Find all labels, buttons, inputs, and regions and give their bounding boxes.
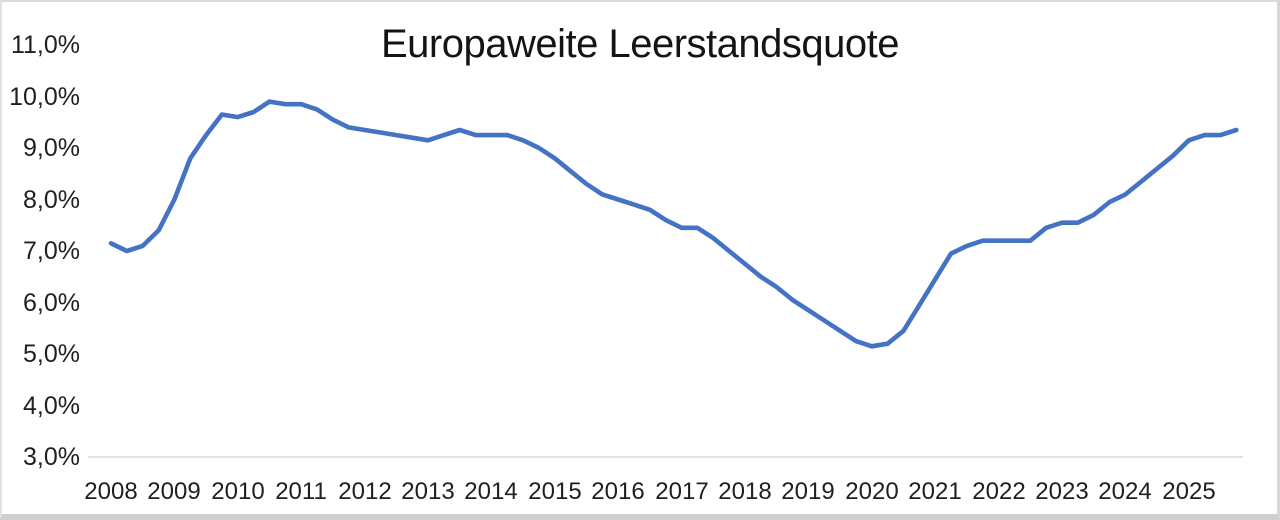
x-axis-label: 2012 [338,478,392,505]
x-axis-label: 2008 [84,478,138,505]
x-axis-label: 2019 [781,478,835,505]
chart-title: Europaweite Leerstandsquote [381,22,899,66]
y-axis-label: 11,0% [10,31,80,59]
x-axis-label: 2014 [464,478,518,505]
y-axis-label: 10,0% [9,83,80,111]
x-axis-label: 2025 [1162,478,1216,505]
x-axis-label: 2009 [147,478,201,505]
y-axis-label: 6,0% [23,289,80,317]
x-axis-label: 2020 [845,478,899,505]
x-axis-label: 2023 [1035,478,1089,505]
x-axis-label: 2017 [655,478,709,505]
x-axis-label: 2015 [528,478,582,505]
y-axis-label: 5,0% [23,340,80,368]
x-axis-label: 2022 [972,478,1026,505]
y-axis-label: 8,0% [23,186,80,214]
x-axis-label: 2010 [211,478,265,505]
y-axis-label: 4,0% [23,392,80,420]
x-axis-label: 2018 [718,478,772,505]
x-axis-label: 2013 [401,478,455,505]
y-axis-label: 7,0% [23,237,80,265]
x-axis-label: 2021 [908,478,962,505]
x-axis-label: 2011 [275,478,327,505]
y-axis-label: 3,0% [23,443,80,471]
x-axis-label: 2016 [591,478,645,505]
y-axis-label: 9,0% [23,134,80,162]
x-axis-label: 2024 [1098,478,1152,505]
series-line-leerstandsquote [108,99,1239,349]
